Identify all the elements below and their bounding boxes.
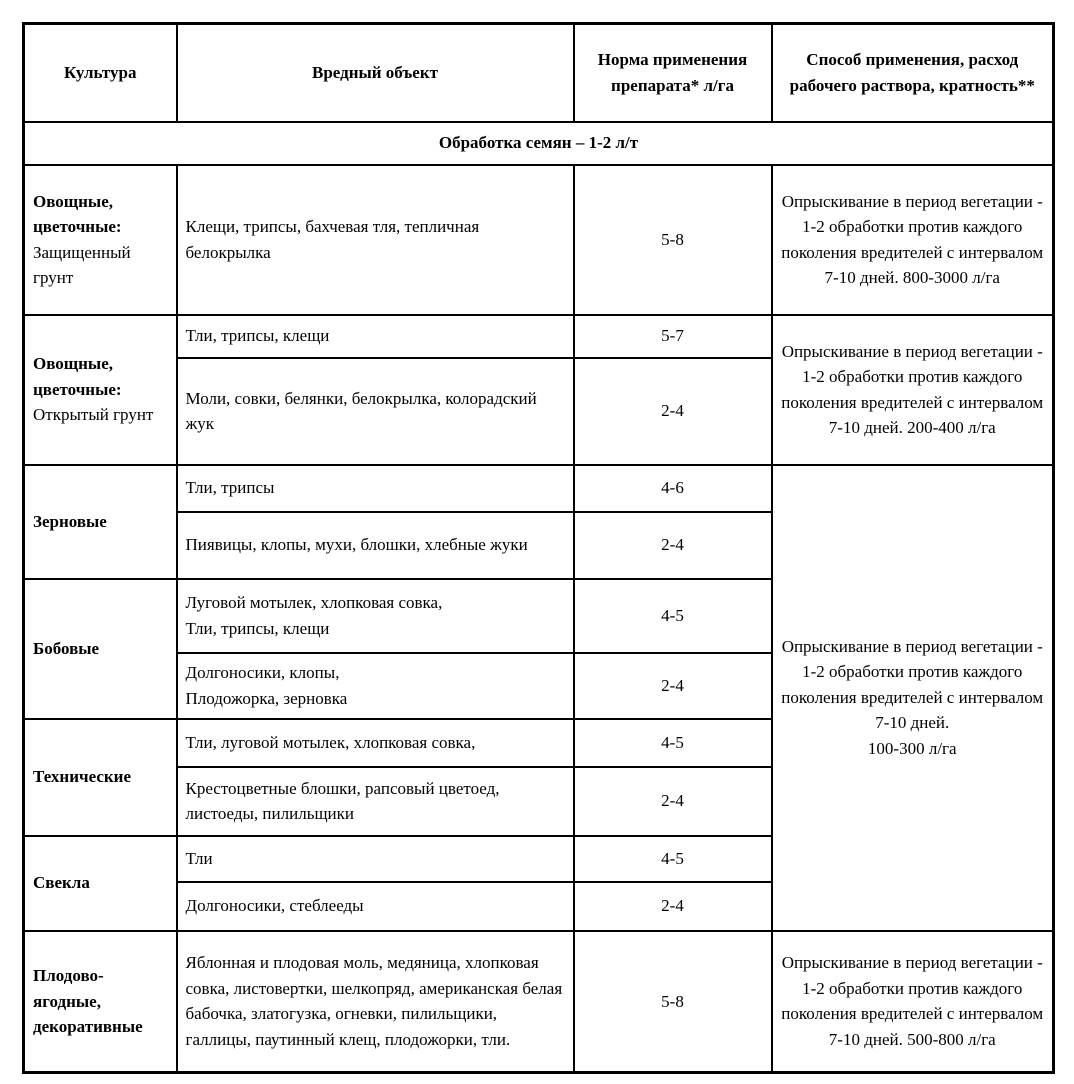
pest-cell: Тли bbox=[175, 834, 575, 883]
culture-name-bold: Плодово-ягодные, декоративные bbox=[33, 966, 143, 1036]
culture-name-bold: Овощные, цветочные: bbox=[33, 354, 122, 399]
table-row: Бобовые Луговой мотылек, хлопковая совка… bbox=[22, 577, 1054, 720]
pest-cell: Долгоносики, клопы, Плодожорка, зерновка bbox=[175, 651, 575, 720]
table-header-row: Культура Вредный объект Норма применения… bbox=[22, 22, 1055, 123]
rate-cell: 4-5 bbox=[572, 834, 773, 883]
culture-name-bold: Свекла bbox=[33, 873, 90, 893]
table-row: Моли, совки, белянки, белокрылка, колора… bbox=[24, 356, 1054, 466]
header-method: Способ применения, расход рабочего раств… bbox=[770, 22, 1055, 123]
pest-cell: Тли, трипсы, клещи bbox=[175, 313, 575, 359]
table-row: Крестоцветные блошки, рапсовый цветоед, … bbox=[24, 765, 1054, 837]
pest-cell: Долгоносики, стеблееды bbox=[175, 880, 575, 932]
header-culture: Культура bbox=[22, 22, 178, 123]
rate-cell: 2-4 bbox=[572, 356, 773, 466]
rate-cell: 4-5 bbox=[572, 577, 773, 654]
culture-name-bold: Зерновые bbox=[33, 511, 107, 531]
pest-cell: Пиявицы, клопы, мухи, блошки, хлебные жу… bbox=[175, 510, 575, 580]
method-cell: Опрыскивание в период вегетации - 1-2 об… bbox=[770, 163, 1055, 316]
culture-cell-beet: Свекла bbox=[22, 834, 178, 932]
section-title-seed-treatment: Обработка семян – 1-2 л/т bbox=[22, 120, 1055, 166]
table-row: Зерновые Тли, трипсы 4-6 Опрыскивание в … bbox=[22, 463, 1055, 932]
rate-cell: 2-4 bbox=[572, 651, 773, 720]
rate-cell: 5-8 bbox=[572, 163, 773, 316]
table-row: Пиявицы, клопы, мухи, блошки, хлебные жу… bbox=[24, 510, 1054, 580]
pest-cell: Луговой мотылек, хлопковая совка, Тли, т… bbox=[175, 577, 575, 654]
table-row: Технические Тли, луговой мотылек, хлопко… bbox=[22, 717, 1054, 837]
rate-cell: 2-4 bbox=[572, 510, 773, 580]
rate-cell: 4-6 bbox=[572, 463, 773, 513]
rate-cell: 4-5 bbox=[572, 717, 773, 768]
pest-cell: Крестоцветные блошки, рапсовый цветоед, … bbox=[175, 765, 575, 837]
pest-cell: Тли, трипсы bbox=[175, 463, 575, 513]
table-row: Долгоносики, клопы, Плодожорка, зерновка… bbox=[24, 651, 1054, 720]
method-cell: Опрыскивание в период вегетации - 1-2 об… bbox=[770, 929, 1055, 1074]
pesticide-application-table: Культура Вредный объект Норма применения… bbox=[22, 22, 1055, 1074]
pest-cell: Яблонная и плодовая моль, медяница, хлоп… bbox=[175, 929, 575, 1074]
rate-cell: 2-4 bbox=[572, 880, 773, 932]
method-cell: Опрыскивание в период вегетации - 1-2 об… bbox=[770, 313, 1055, 466]
culture-name-bold: Бобовые bbox=[33, 638, 100, 658]
header-pest: Вредный объект bbox=[175, 22, 575, 123]
culture-name-rest: Открытый грунт bbox=[33, 405, 154, 425]
culture-cell-fruit: Плодово-ягодные, декоративные bbox=[22, 929, 178, 1074]
culture-cell-veg-open: Овощные, цветочные: Открытый грунт bbox=[22, 313, 178, 466]
section-row: Обработка семян – 1-2 л/т bbox=[22, 120, 1055, 166]
pest-cell: Тли, луговой мотылек, хлопковая совка, bbox=[175, 717, 575, 768]
culture-name-bold: Технические bbox=[33, 767, 132, 787]
rate-cell: 5-8 bbox=[572, 929, 773, 1074]
method-cell-shared: Опрыскивание в период вегетации - 1-2 об… bbox=[770, 463, 1055, 932]
pest-cell: Моли, совки, белянки, белокрылка, колора… bbox=[175, 356, 575, 466]
rate-cell: 5-7 bbox=[572, 313, 773, 359]
table-row: Долгоносики, стеблееды 2-4 bbox=[24, 880, 1054, 932]
table-row: Свекла Тли 4-5 bbox=[22, 834, 1054, 932]
culture-name-rest: Защищенный грунт bbox=[33, 242, 131, 288]
table-row: Овощные, цветочные: Защищенный грунт Кле… bbox=[22, 163, 1055, 316]
culture-cell-cereals: Зерновые bbox=[22, 463, 178, 580]
culture-name-bold: Овощные, цветочные: bbox=[33, 191, 122, 237]
table-row: Овощные, цветочные: Открытый грунт Тли, … bbox=[22, 313, 1055, 466]
rate-cell: 2-4 bbox=[572, 765, 773, 837]
header-rate: Норма применения препарата* л/га bbox=[572, 22, 773, 123]
culture-cell-legumes: Бобовые bbox=[22, 577, 178, 720]
table-row: Плодово-ягодные, декоративные Яблонная и… bbox=[22, 929, 1055, 1074]
culture-cell-veg-protected: Овощные, цветочные: Защищенный грунт bbox=[22, 163, 178, 316]
culture-cell-technical: Технические bbox=[22, 717, 178, 837]
pest-cell: Клещи, трипсы, бахчевая тля, тепличная б… bbox=[175, 163, 575, 316]
